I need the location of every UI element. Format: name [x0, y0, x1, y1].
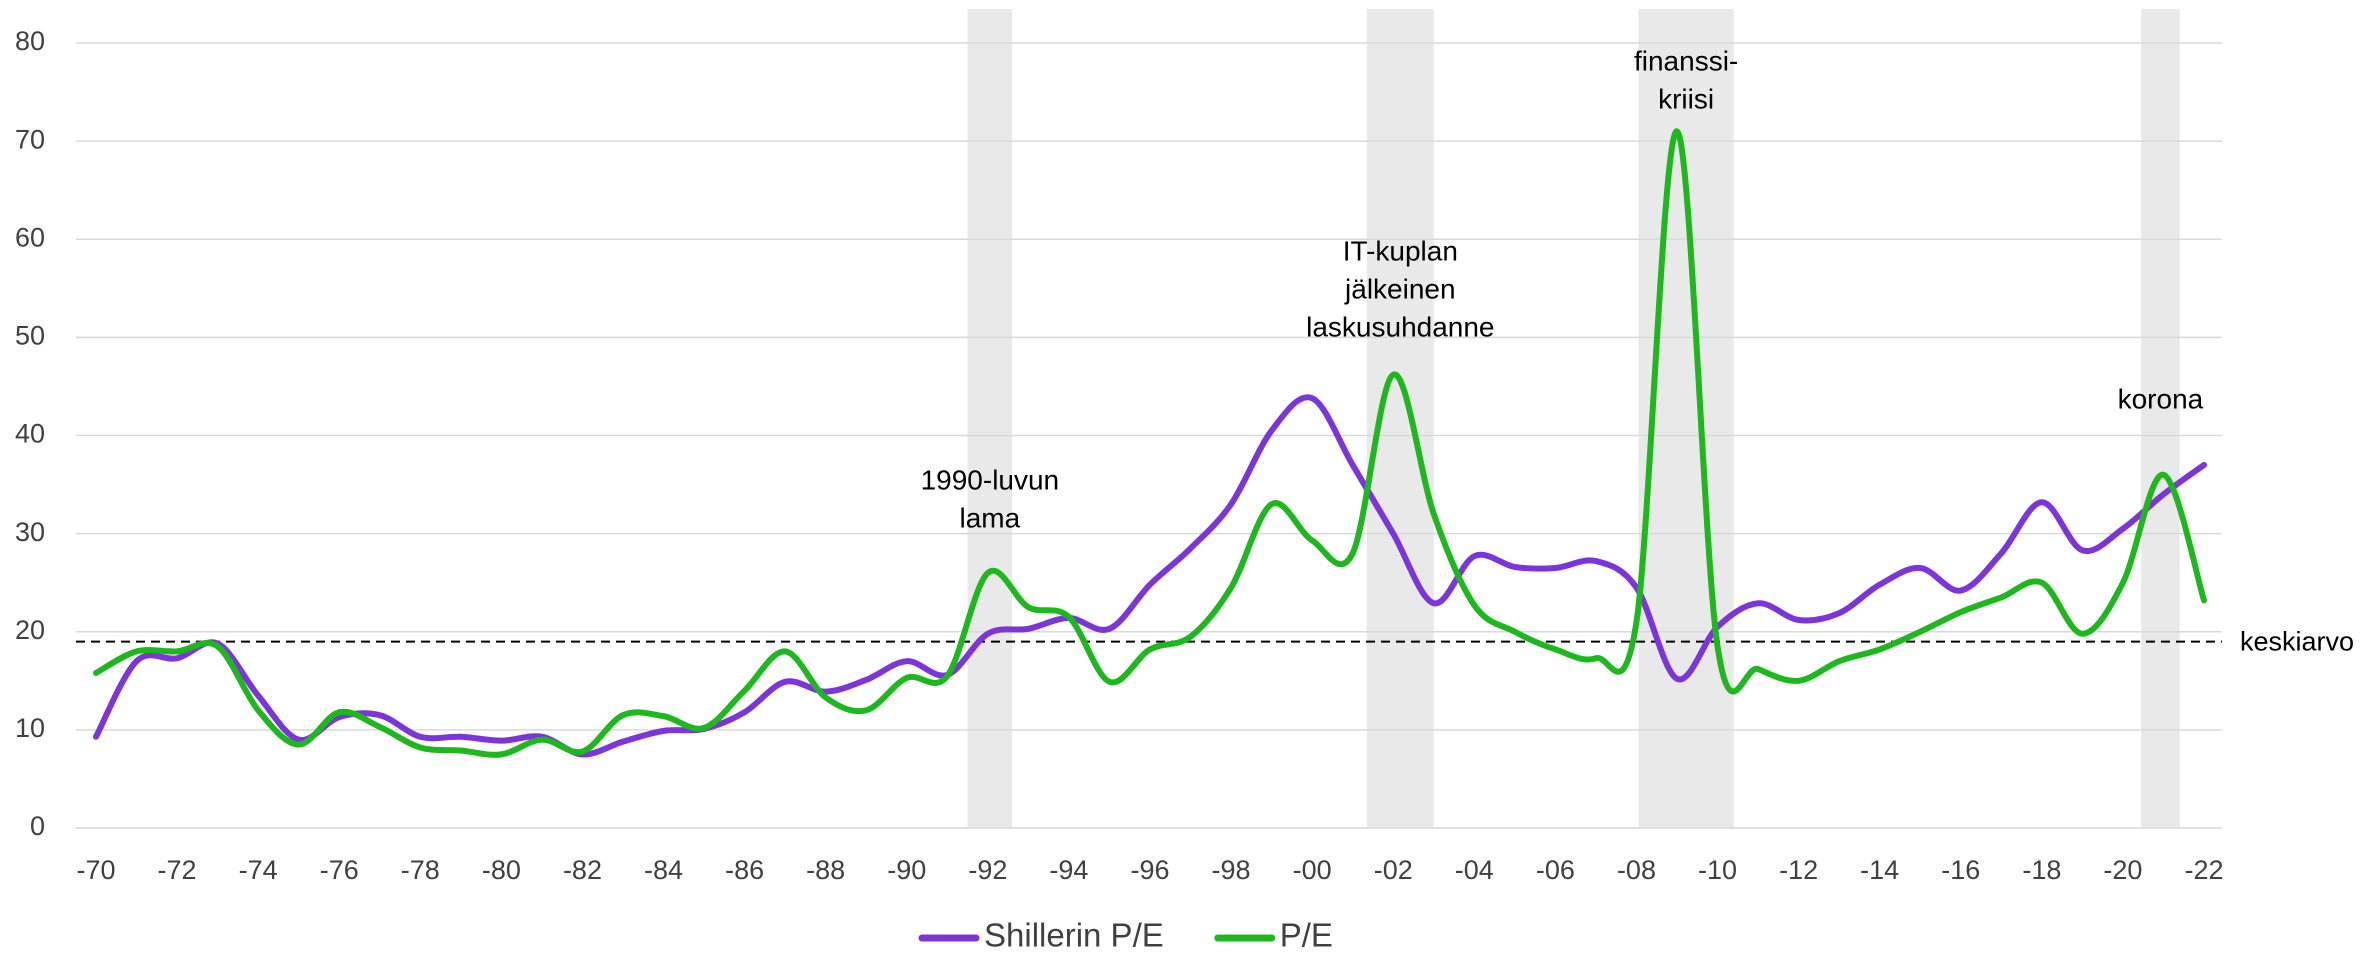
y-tick-label: 40	[15, 419, 45, 449]
y-tick-label: 10	[15, 713, 45, 743]
series-line	[93, 394, 2207, 758]
y-tick-label: 30	[15, 517, 45, 547]
x-tick-label: -92	[968, 855, 1007, 885]
shaded-region	[967, 9, 1013, 828]
y-tick-label: 20	[15, 615, 45, 645]
x-tick-label: -84	[644, 855, 683, 885]
x-tick-label: -22	[2184, 855, 2223, 885]
x-tick-label: -94	[1049, 855, 1088, 885]
x-tick-label: -00	[1293, 855, 1332, 885]
y-tick-label: 0	[30, 811, 45, 841]
x-tick-label: -96	[1130, 855, 1169, 885]
x-tick-label: -78	[401, 855, 440, 885]
x-tick-label: -02	[1374, 855, 1413, 885]
x-tick-label: -16	[1941, 855, 1980, 885]
x-tick-label: -18	[2022, 855, 2061, 885]
x-tick-label: -20	[2103, 855, 2142, 885]
x-tick-label: -90	[887, 855, 926, 885]
series-line	[93, 128, 2207, 758]
x-tick-label: -86	[725, 855, 764, 885]
x-tick-label: -88	[806, 855, 845, 885]
annotation: laskusuhdanne	[1306, 311, 1494, 342]
annotation: IT-kuplan	[1343, 235, 1458, 266]
x-tick-label: -06	[1536, 855, 1575, 885]
y-tick-label: 50	[15, 321, 45, 351]
x-tick-label: -98	[1212, 855, 1251, 885]
annotation: lama	[960, 502, 1021, 533]
x-tick-label: -76	[320, 855, 359, 885]
y-tick-label: 60	[15, 222, 45, 252]
annotation: 1990-luvun	[921, 464, 1060, 495]
y-tick-label: 70	[15, 124, 45, 154]
legend-label: Shillerin P/E	[984, 917, 1164, 953]
annotation: kriisi	[1658, 83, 1714, 114]
x-tick-label: -72	[158, 855, 197, 885]
average-label: keskiarvo	[2240, 627, 2354, 657]
x-tick-label: -10	[1698, 855, 1737, 885]
legend-label: P/E	[1280, 917, 1333, 953]
x-tick-label: -74	[239, 855, 278, 885]
x-tick-label: -14	[1860, 855, 1899, 885]
y-tick-label: 80	[15, 26, 45, 56]
x-tick-label: -80	[482, 855, 521, 885]
x-tick-label: -12	[1779, 855, 1818, 885]
shaded-region	[2141, 9, 2180, 828]
x-tick-label: -82	[563, 855, 602, 885]
x-tick-label: -04	[1455, 855, 1494, 885]
annotation: korona	[2118, 383, 2204, 414]
x-tick-label: -08	[1617, 855, 1656, 885]
annotation: jälkeinen	[1344, 273, 1456, 304]
annotation: finanssi-	[1634, 45, 1738, 76]
x-tick-label: -70	[76, 855, 115, 885]
